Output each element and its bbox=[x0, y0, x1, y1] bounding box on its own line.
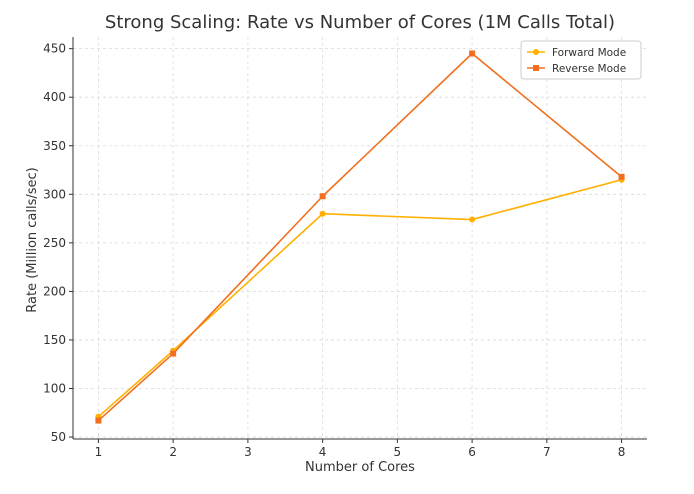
axes: 1 2 3 4 5 6 7 8 50 100 150 200 250 300 350 400 450 bbox=[43, 37, 647, 459]
legend-box bbox=[520, 40, 642, 80]
y-tick-label: 400 bbox=[43, 90, 66, 104]
y-tick-label: 100 bbox=[43, 382, 66, 396]
grid-lines bbox=[73, 37, 647, 439]
x-axis-label: Number of Cores bbox=[305, 460, 415, 475]
y-tick-label: 150 bbox=[43, 333, 66, 347]
x-tick-label: 5 bbox=[394, 445, 402, 459]
y-tick-label: 200 bbox=[43, 284, 66, 298]
reverse-mode-line bbox=[97, 52, 623, 422]
legend-label: Reverse Mode bbox=[552, 63, 626, 75]
reverse-mode-point bbox=[469, 50, 476, 57]
chart-title: Strong Scaling: Rate vs Number of Cores … bbox=[105, 12, 615, 33]
x-tick-label: 1 bbox=[95, 445, 103, 459]
legend-item-reverse-mode: Reverse Mode bbox=[527, 63, 626, 75]
reverse-mode-point bbox=[95, 417, 102, 424]
forward-mode-point bbox=[469, 216, 476, 223]
x-tick-label: 7 bbox=[543, 445, 551, 459]
legend-swatch-marker bbox=[533, 49, 539, 55]
reverse-mode-point bbox=[170, 350, 177, 357]
y-tick-label: 450 bbox=[43, 42, 66, 56]
y-axis-label: Rate (Million calls/sec) bbox=[25, 167, 40, 312]
x-tick-label: 4 bbox=[319, 445, 327, 459]
reverse-mode-point bbox=[319, 193, 326, 200]
y-tick-label: 300 bbox=[43, 187, 66, 201]
x-tick-label: 8 bbox=[618, 445, 626, 459]
y-tick-label: 50 bbox=[51, 430, 66, 444]
x-tick-label: 6 bbox=[468, 445, 476, 459]
data-series bbox=[95, 50, 625, 424]
legend: Forward Mode Reverse Mode bbox=[520, 40, 642, 80]
y-tick-label: 350 bbox=[43, 139, 66, 153]
x-tick-label: 3 bbox=[244, 445, 252, 459]
legend-item-forward-mode: Forward Mode bbox=[527, 47, 626, 59]
forward-mode-series bbox=[95, 176, 625, 420]
reverse-mode-point bbox=[618, 173, 625, 180]
legend-label: Forward Mode bbox=[552, 47, 626, 59]
y-tick-label: 250 bbox=[43, 236, 66, 250]
forward-mode-line bbox=[97, 178, 622, 418]
legend-swatch-marker bbox=[533, 65, 539, 71]
x-tick-label: 2 bbox=[169, 445, 177, 459]
forward-mode-point bbox=[319, 210, 326, 217]
reverse-mode-series bbox=[95, 50, 625, 424]
